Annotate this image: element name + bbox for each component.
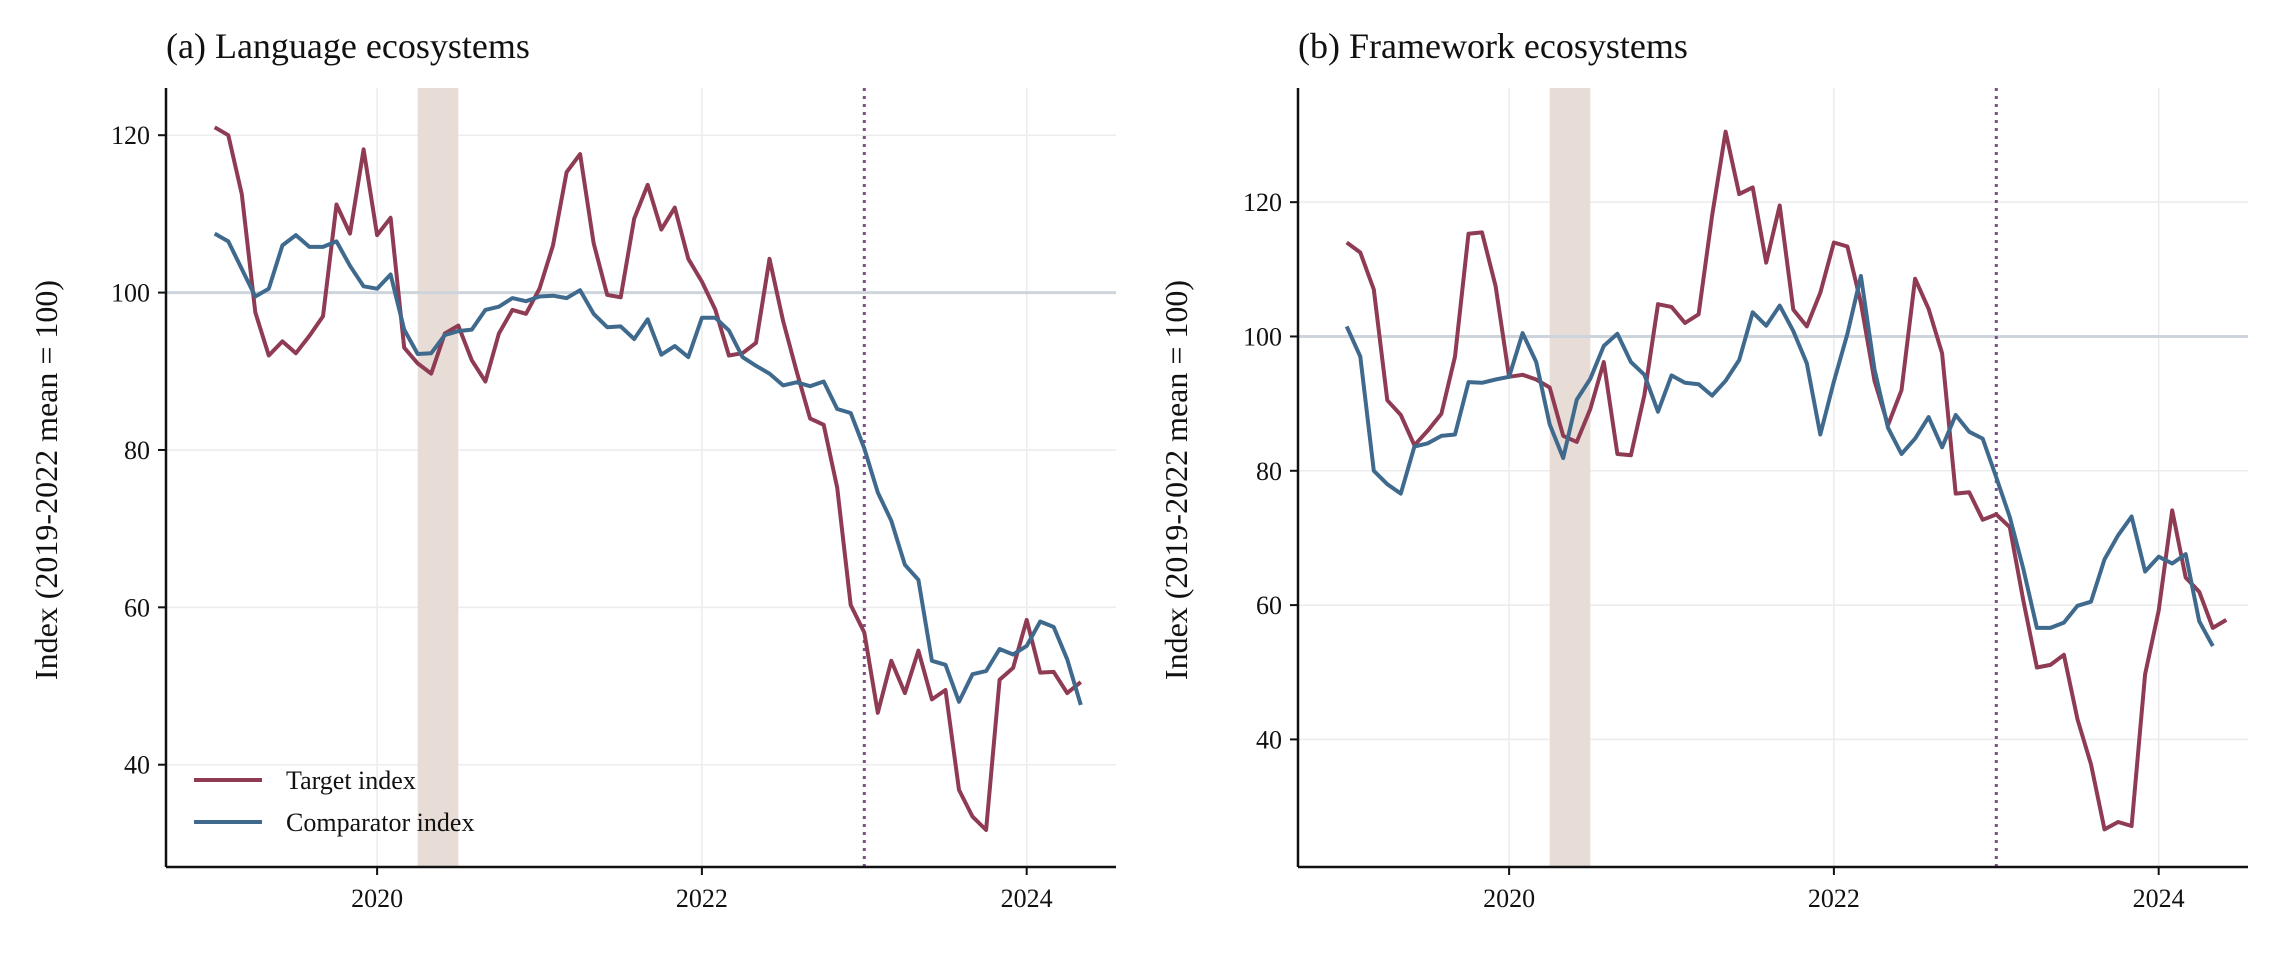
y-tick-label: 100 [1243,322,1282,351]
y-tick-label: 40 [1256,725,1282,754]
y-tick-label: 120 [1243,188,1282,217]
shaded-period-band [417,88,459,867]
x-tick-label: 2022 [1808,884,1860,913]
y-tick-label: 60 [1256,591,1282,620]
panel-title: (a) Language ecosystems [166,26,530,66]
shaded-period-band [1549,88,1591,867]
x-tick-label: 2024 [2133,884,2185,913]
series-line-target [213,125,1083,832]
series-lines [213,125,1083,832]
tick-labels: 40 60 80 100 120 2020 2022 2024 [111,121,1053,913]
x-tick-label: 2020 [1483,884,1535,913]
x-tick-label: 2020 [351,884,403,913]
gridlines [1298,88,2248,867]
x-tick-label: 2024 [1001,884,1053,913]
y-axis-label: Index (2019-2022 mean = 100) [28,280,64,680]
y-axis-label: Index (2019-2022 mean = 100) [1158,280,1194,680]
series-line-target [1345,129,2228,832]
shaded-period [417,88,459,867]
legend: Target index Comparator index [194,766,474,837]
series-line-comparator [1344,274,2215,648]
legend-label-target: Target index [286,766,416,795]
y-tick-label: 80 [124,436,150,465]
y-tick-label: 40 [124,751,150,780]
y-tick-label: 80 [1256,457,1282,486]
panel-framework-ecosystems: 40 60 80 100 120 2020 2022 2024 (b) Framework e… [1158,26,2248,913]
tick-labels: 40 60 80 100 120 2020 2022 2024 [1243,188,2185,913]
y-tick-label: 100 [111,279,150,308]
series-lines [1344,129,2228,832]
shaded-period [1549,88,1591,867]
y-tick-label: 120 [111,121,150,150]
axes [1290,88,2248,875]
y-tick-label: 60 [124,593,150,622]
x-tick-label: 2022 [676,884,728,913]
axes [158,88,1116,875]
legend-label-comparator: Comparator index [286,808,474,837]
panel-language-ecosystems: 40 60 80 100 120 2020 2022 2024 (a) Language ec… [28,26,1116,913]
panel-title: (b) Framework ecosystems [1298,26,1688,66]
series-line-comparator [213,231,1083,706]
